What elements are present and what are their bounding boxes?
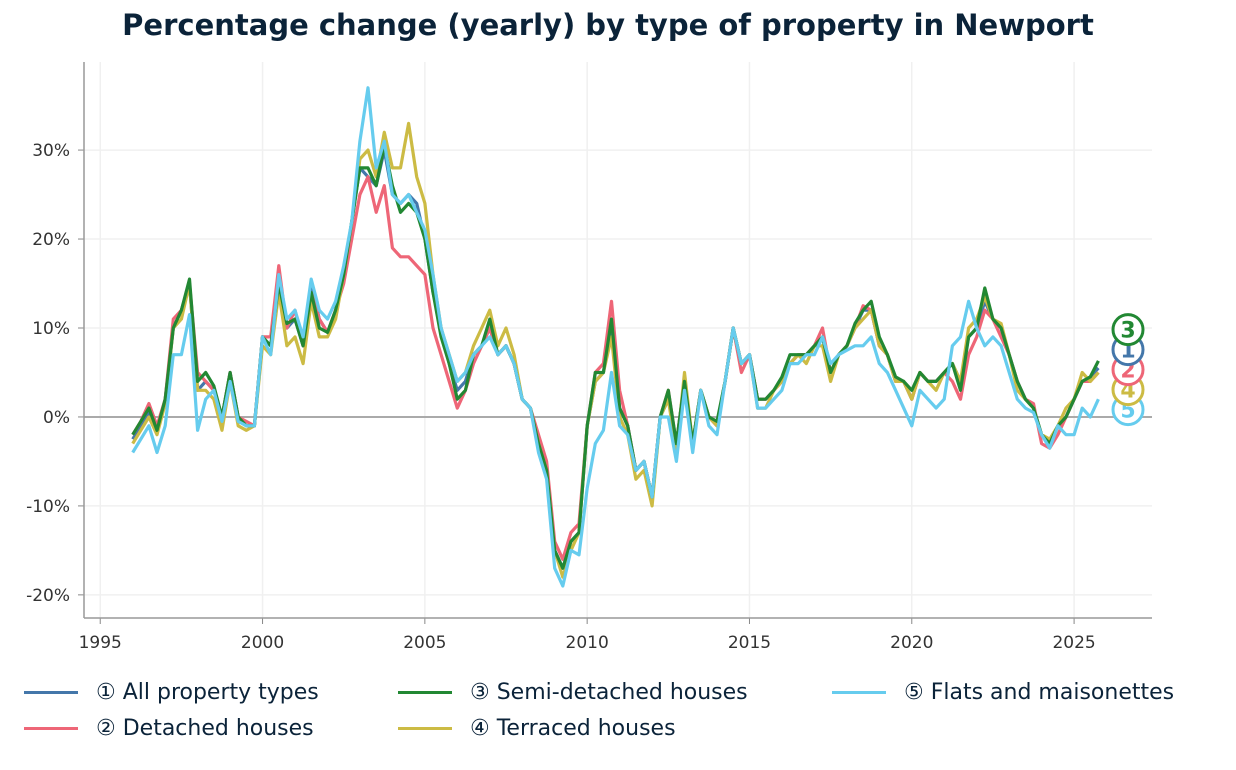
y-tick-label: -20% [26,586,70,606]
legend-item-all[interactable]: ① All property types [24,680,319,705]
legend-label: ① All property types [96,680,319,705]
x-tick-label: 2000 [241,633,284,653]
series-line-flats-and-maisonettes [131,86,1100,588]
legend-label: ② Detached houses [96,716,314,741]
series-line-semi-detached-houses [131,144,1100,570]
legend-swatch [398,691,452,694]
legend-swatch [24,727,78,730]
end-label-number: 3 [1120,319,1135,344]
x-tick-label: 1995 [79,633,122,653]
y-tick-label: 20% [32,230,70,250]
legend-item-detached[interactable]: ② Detached houses [24,716,314,741]
legend-item-semi-detached[interactable]: ③ Semi-detached houses [398,680,748,705]
legend-swatch [398,727,452,730]
legend-swatch [24,691,78,694]
y-tick-label: 10% [32,319,70,339]
y-tick-label: 30% [32,141,70,161]
series-lines [131,86,1100,588]
legend-item-terraced[interactable]: ④ Terraced houses [398,716,676,741]
x-tick-label: 2015 [728,633,771,653]
x-tick-label: 2020 [890,633,933,653]
x-tick-label: 2005 [403,633,446,653]
end-label-circle [1111,313,1145,347]
legend-swatch [832,691,886,694]
axes: 1995 2000 2005 2010 2015 2020 2025 -20% -10% 0% 10… [26,62,1152,653]
legend-label: ④ Terraced houses [470,716,676,741]
x-tick-label: 2025 [1052,633,1095,653]
end-label-3: 3 [1111,313,1145,347]
legend-item-flats[interactable]: ⑤ Flats and maisonettes [832,680,1174,705]
chart-title: Percentage change (yearly) by type of pr… [122,8,1094,42]
y-tick-label: 0% [43,408,70,428]
x-tick-label: 2010 [566,633,609,653]
legend-label: ③ Semi-detached houses [470,680,748,705]
legend-label: ⑤ Flats and maisonettes [904,680,1175,705]
y-tick-label: -10% [26,497,70,517]
